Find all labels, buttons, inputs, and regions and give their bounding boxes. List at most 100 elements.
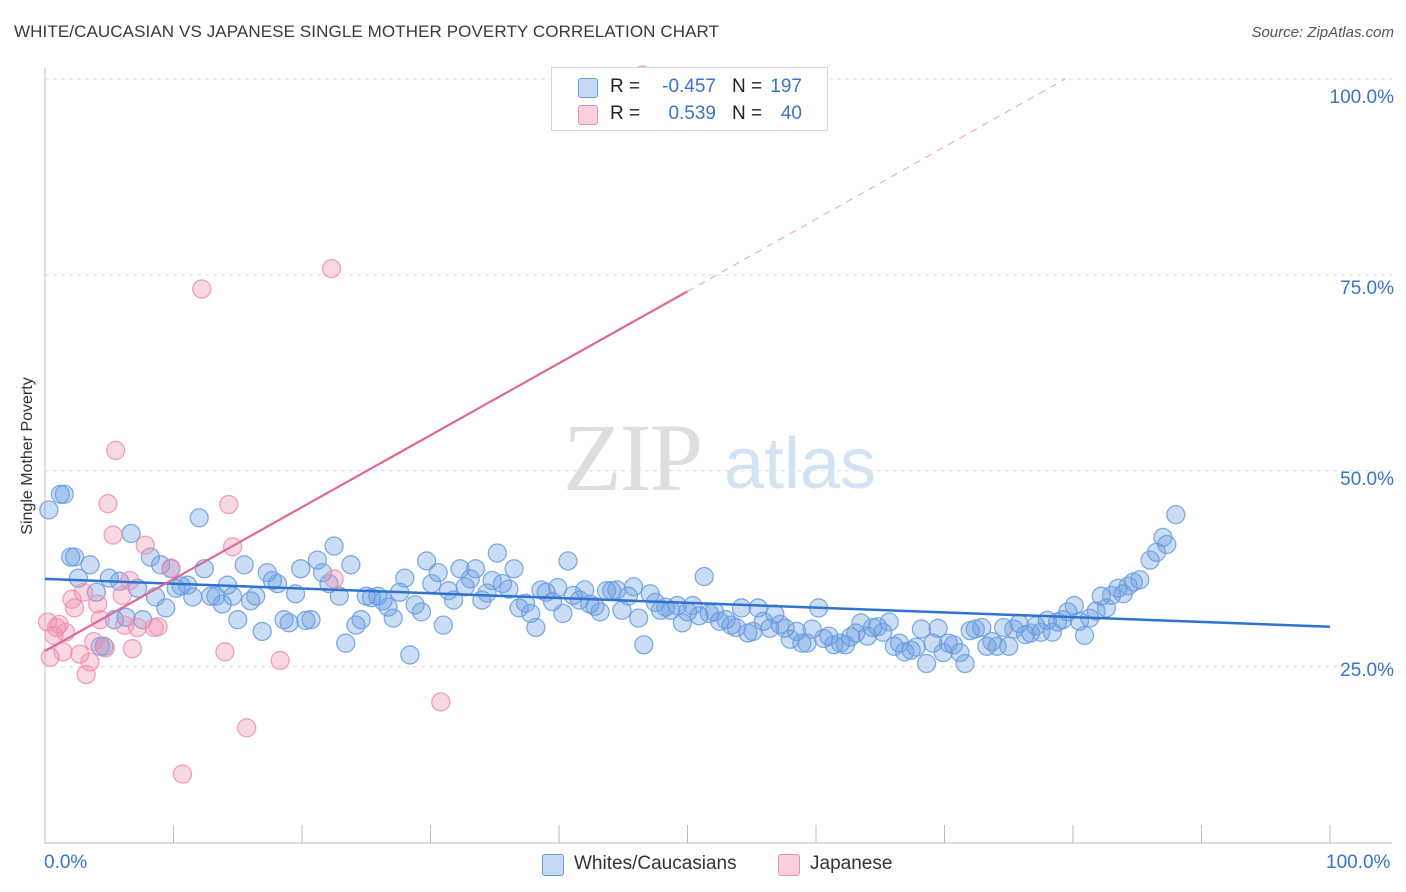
stats-box: R = -0.457 N = 197 R = 0.539 N = 40 — [551, 67, 828, 131]
data-point-whites — [324, 536, 344, 556]
data-point-whites — [228, 610, 248, 630]
data-point-japanese — [70, 644, 90, 664]
y-tick-label-50: 50.0% — [1340, 469, 1394, 490]
data-point-whites — [553, 603, 573, 624]
data-point-whites — [279, 613, 299, 633]
data-point-whites — [222, 586, 243, 606]
data-point-japanese — [215, 642, 235, 662]
data-point-whites — [672, 613, 693, 633]
data-point-japanese — [46, 617, 67, 638]
data-point-whites — [296, 610, 316, 631]
data-point-whites — [336, 633, 356, 653]
data-point-whites — [901, 640, 921, 660]
data-point-whites — [943, 635, 964, 655]
data-point-japanese — [135, 535, 155, 555]
y-tick-label-75: 75.0% — [1340, 278, 1394, 299]
data-point-whites — [906, 637, 926, 657]
data-point-whites — [928, 618, 948, 638]
data-point-whites — [301, 610, 321, 630]
source-label: Source: ZipAtlas.com — [1251, 24, 1394, 41]
data-point-japanese — [49, 614, 69, 635]
legend-swatch-whites — [542, 854, 564, 876]
data-point-whites — [411, 602, 432, 622]
data-point-whites — [558, 551, 578, 571]
watermark: ZIP atlas — [563, 404, 876, 511]
axes — [44, 68, 1392, 844]
data-point-whites — [955, 653, 975, 674]
trend-lines — [44, 78, 1331, 652]
data-point-japanese — [112, 585, 132, 606]
data-point-whites — [895, 642, 915, 662]
data-point-whites — [709, 611, 730, 631]
x-tick-label-max: 100.0% — [1326, 852, 1391, 873]
data-point-whites — [341, 555, 361, 575]
data-point-whites — [916, 653, 937, 674]
data-point-whites — [607, 580, 627, 600]
data-point-whites — [1042, 622, 1063, 642]
data-point-whites — [504, 559, 524, 579]
data-point-whites — [548, 577, 568, 598]
stats-r-label: R = — [610, 103, 641, 124]
legend-swatch-japanese — [778, 854, 800, 876]
stats-swatch-japanese — [578, 105, 598, 125]
data-point-whites — [933, 642, 953, 663]
data-point-japanese — [95, 638, 116, 658]
legend: Whites/Caucasians Japanese — [0, 852, 1406, 878]
data-point-whites — [183, 587, 203, 607]
data-point-whites — [526, 617, 546, 638]
data-point-whites — [585, 596, 605, 617]
data-point-japanese — [148, 617, 168, 637]
data-point-whites — [189, 508, 209, 528]
data-point-whites — [487, 543, 507, 563]
data-point-whites — [201, 586, 221, 606]
data-point-whites — [351, 610, 371, 630]
data-point-japanese — [103, 525, 123, 545]
data-point-japanese — [431, 692, 451, 712]
data-point-whites — [54, 484, 74, 504]
stats-n-value: 40 — [780, 103, 802, 124]
data-point-japanese — [106, 440, 126, 461]
data-point-whites — [1130, 570, 1150, 590]
data-point-whites — [156, 598, 176, 618]
data-point-whites — [1140, 550, 1160, 570]
trend-line-whites — [44, 577, 1331, 628]
data-point-whites — [629, 608, 649, 628]
legend-label-japanese: Japanese — [810, 853, 893, 874]
stats-n-label: N = — [732, 103, 763, 124]
data-point-whites — [252, 621, 272, 642]
data-point-whites — [291, 559, 311, 579]
data-point-whites — [378, 597, 398, 617]
data-point-whites — [80, 555, 100, 575]
data-point-whites — [623, 577, 644, 597]
data-point-whites — [267, 573, 288, 594]
grid-lines — [45, 78, 1392, 668]
data-point-whites — [775, 618, 795, 638]
data-point-whites — [515, 593, 536, 613]
data-point-japanese — [98, 494, 118, 514]
data-point-whites — [64, 547, 85, 567]
data-point-japanese — [161, 558, 181, 578]
data-point-whites — [212, 594, 232, 614]
data-point-whites — [246, 586, 266, 606]
stats-r-value: 0.539 — [668, 103, 716, 124]
y-tick-label-25: 25.0% — [1340, 660, 1394, 681]
data-point-whites — [383, 608, 403, 628]
data-point-japanese — [122, 639, 143, 659]
data-point-whites — [346, 615, 366, 635]
data-point-whites — [361, 588, 382, 608]
stats-n-value: 197 — [770, 76, 802, 97]
stats-swatch-whites — [578, 78, 598, 98]
data-point-whites — [694, 566, 714, 587]
data-point-whites — [873, 622, 893, 642]
data-point-whites — [682, 595, 703, 616]
data-point-japanese — [237, 718, 257, 738]
data-point-japanese — [270, 650, 290, 671]
data-point-whites — [443, 590, 464, 610]
trend-line-japanese — [44, 290, 689, 652]
data-point-whites — [868, 617, 888, 637]
data-point-whites — [465, 559, 486, 579]
data-point-whites — [477, 583, 497, 603]
data-point-whites — [1091, 586, 1111, 606]
watermark-zip: ZIP — [563, 404, 701, 511]
